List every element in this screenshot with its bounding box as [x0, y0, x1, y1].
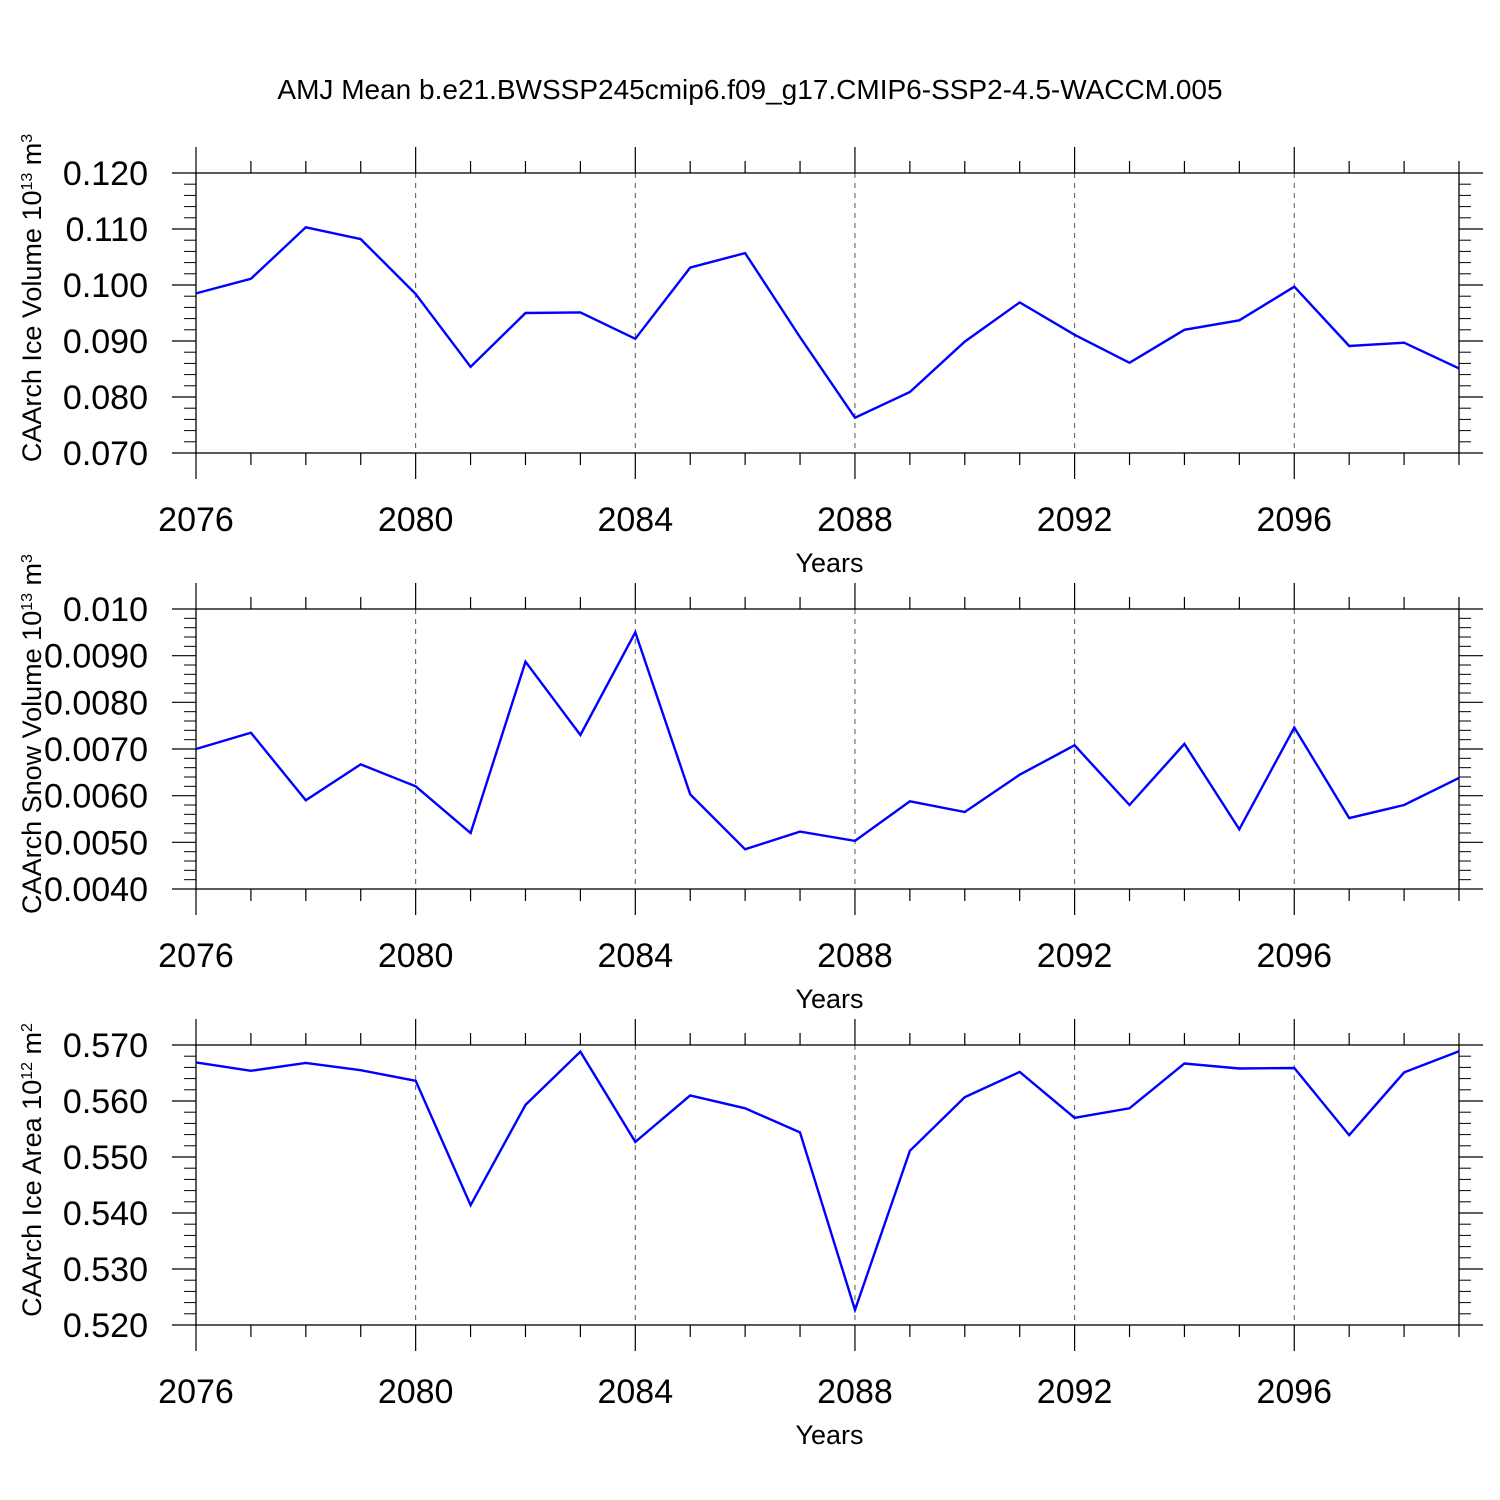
y-tick-label: 0.550	[63, 1139, 148, 1177]
y-axis-label-text: m	[17, 1032, 47, 1062]
y-tick-label: 0.070	[63, 435, 148, 473]
x-tick-label: 2088	[817, 1373, 893, 1411]
y-axis-label-text: CAArch Ice Volume 10	[17, 191, 47, 463]
series-line-snow-volume	[195, 629, 1460, 851]
y-axis-label-superscript: 12	[19, 1062, 36, 1080]
x-tick-label: 2092	[1037, 1373, 1113, 1411]
chart-title: AMJ Mean b.e21.BWSSP245cmip6.f09_g17.CMI…	[277, 74, 1222, 105]
panel-snow-volume: 0.0040 0.0050 0.0060 0.0070 0.0080 0.0090 0.01…	[17, 554, 1483, 1014]
x-tick-label: 2084	[597, 1373, 673, 1411]
x-axis-label: Years	[795, 1420, 863, 1450]
x-tick-label: 2084	[597, 937, 673, 975]
x-tick-label: 2080	[378, 937, 454, 975]
x-tick-label: 2092	[1037, 501, 1113, 539]
y-tick-label: 0.0040	[44, 871, 148, 909]
x-tick-label: 2088	[817, 501, 893, 539]
y-axis-label: CAArch Ice Volume 1013 m3	[17, 134, 47, 462]
y-tick-label: 0.0080	[44, 684, 148, 722]
panel-ice-area: 0.520 0.530 0.540 0.550 0.560 0.570 2076 2080 20…	[17, 1019, 1483, 1450]
y-axis-label-text: CAArch Ice Area 10	[17, 1080, 47, 1317]
y-axis-label: CAArch Ice Area 1012 m2	[17, 1023, 47, 1317]
y-tick-label: 0.090	[63, 323, 148, 361]
x-tick-label: 2080	[378, 1373, 454, 1411]
y-tick-label: 0.540	[63, 1195, 148, 1233]
y-tick-label: 0.080	[63, 379, 148, 417]
y-axis-label-superscript: 3	[19, 554, 36, 563]
y-tick-label: 0.530	[63, 1251, 148, 1289]
y-axis-label-text: m	[17, 143, 47, 173]
y-axis-label-superscript: 13	[19, 593, 36, 611]
y-axis-label-superscript: 3	[19, 134, 36, 143]
x-tick-label: 2096	[1256, 501, 1332, 539]
y-tick-label: 0.570	[63, 1027, 148, 1065]
y-axis-label-superscript: 2	[19, 1023, 36, 1032]
y-axis-label-text: CAArch Snow Volume 10	[17, 611, 47, 914]
y-tick-label: 0.010	[63, 591, 148, 629]
x-tick-label: 2096	[1256, 1373, 1332, 1411]
x-tick-label: 2080	[378, 501, 454, 539]
x-tick-label: 2076	[158, 937, 234, 975]
y-axis-label-text: m	[17, 563, 47, 593]
panel-ice-volume: 0.070 0.080 0.090 0.100 0.110 0.120 2076 2080 20…	[17, 134, 1483, 578]
series-line-ice-volume	[195, 225, 1460, 420]
x-tick-label: 2076	[158, 501, 234, 539]
y-tick-label: 0.560	[63, 1083, 148, 1121]
plot-frame	[195, 1044, 1460, 1326]
x-axis-label: Years	[795, 984, 863, 1014]
y-tick-label: 0.100	[63, 267, 148, 305]
x-axis-label: Years	[795, 548, 863, 578]
x-tick-label: 2092	[1037, 937, 1113, 975]
plot-frame	[195, 172, 1460, 454]
y-tick-label: 0.110	[65, 211, 148, 249]
plot-frame	[195, 608, 1460, 890]
y-tick-label: 0.120	[63, 155, 148, 193]
y-axis-label-superscript: 13	[19, 173, 36, 191]
y-tick-label: 0.0090	[44, 638, 148, 676]
x-tick-label: 2076	[158, 1373, 234, 1411]
y-axis-label: CAArch Snow Volume 1013 m3	[17, 554, 47, 914]
y-tick-label: 0.520	[63, 1307, 148, 1345]
x-tick-label: 2084	[597, 501, 673, 539]
y-tick-label: 0.0070	[44, 731, 148, 769]
x-tick-label: 2096	[1256, 937, 1332, 975]
y-tick-label: 0.0060	[44, 778, 148, 816]
series-line-ice-area	[195, 1049, 1460, 1314]
y-tick-label: 0.0050	[44, 824, 148, 862]
x-tick-label: 2088	[817, 937, 893, 975]
